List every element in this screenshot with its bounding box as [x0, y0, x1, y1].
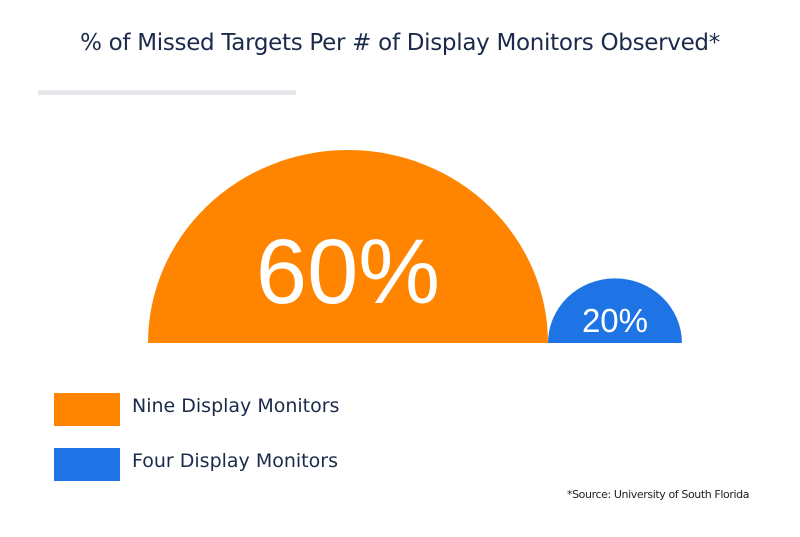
legend-swatch-blue [54, 448, 120, 481]
source-note: *Source: University of South Florida [567, 488, 750, 501]
legend-label: Four Display Monitors [132, 450, 338, 472]
value-label-four-display-monitors: 20% [582, 302, 648, 339]
bubble-four-display-monitors [548, 278, 682, 343]
legend-swatch-orange [54, 393, 120, 426]
chart-title: % of Missed Targets Per # of Display Mon… [80, 30, 720, 56]
legend-label: Nine Display Monitors [132, 395, 340, 417]
title-divider [38, 90, 296, 95]
bubble-nine-display-monitors [148, 150, 548, 343]
value-label-nine-display-monitors: 60% [256, 221, 440, 323]
